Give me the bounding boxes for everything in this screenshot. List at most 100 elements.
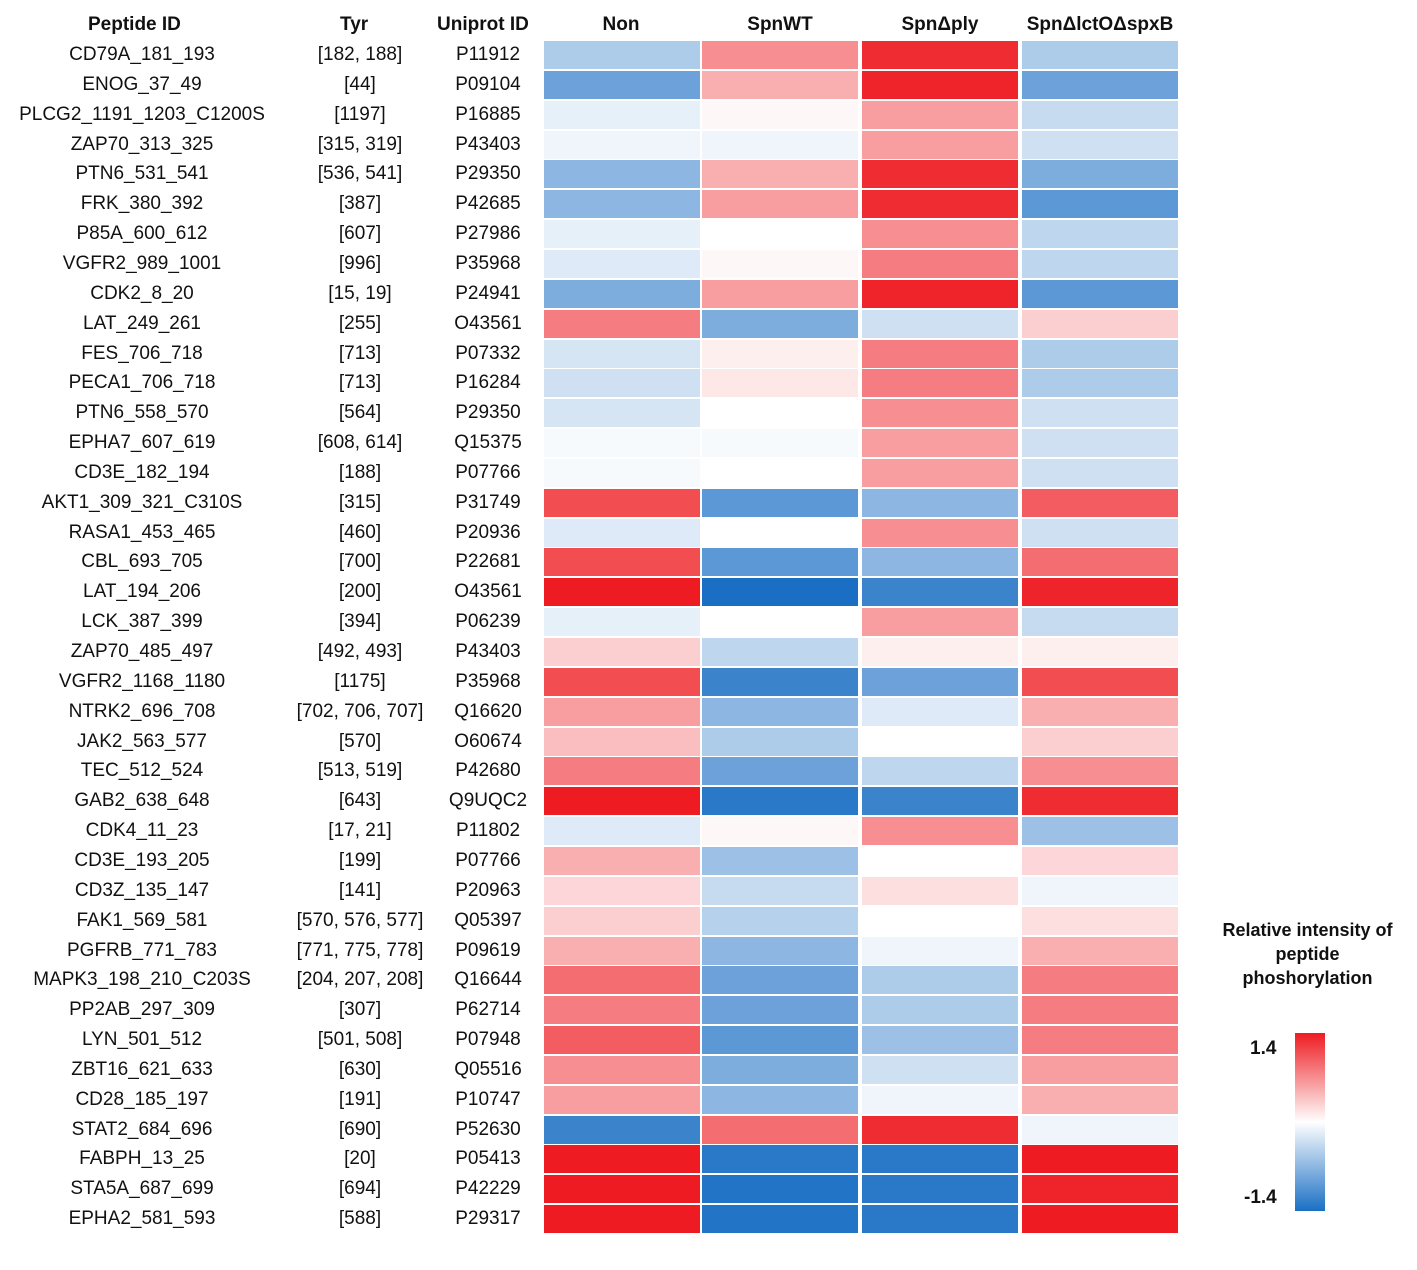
- heatmap-cell: [862, 429, 1018, 458]
- peptide-id: CD79A_181_193: [69, 44, 215, 65]
- tyr-sites: [15, 19]: [328, 282, 392, 304]
- heatmap-cell: [544, 1055, 700, 1084]
- heatmap-cell: [862, 667, 1018, 696]
- peptide-id: FABPH_13_25: [79, 1148, 205, 1170]
- uniprot-id: P07948: [455, 1029, 521, 1051]
- peptide-id: PTN6_531_541: [75, 163, 209, 185]
- uniprot-id: Q9UQC2: [448, 790, 528, 812]
- heatmap-cell: [544, 1115, 700, 1144]
- heatmap-cell: [1022, 488, 1178, 517]
- heatmap-cell: [862, 1145, 1018, 1174]
- uniprot-id: P09104: [455, 73, 521, 95]
- tyr-sites: [996]: [338, 252, 382, 274]
- heatmap-cell: [862, 578, 1018, 607]
- heatmap-cell: [544, 279, 700, 308]
- heatmap-cell: [862, 130, 1018, 159]
- heatmap-cell: [702, 309, 858, 338]
- heatmap-cell: [702, 548, 858, 577]
- heatmap-cell: [544, 41, 700, 69]
- heatmap-cell: [702, 757, 858, 786]
- uniprot-id: P35968: [455, 670, 521, 692]
- legend-title: Relative intensity of peptide phoshoryla…: [1195, 918, 1417, 990]
- heatmap-cell: [702, 1175, 858, 1204]
- uniprot-id: P42680: [455, 760, 521, 782]
- heatmap-cell: [1022, 369, 1178, 398]
- heatmap-cell: [702, 608, 858, 637]
- tyr-header: Tyr: [340, 14, 369, 35]
- heatmap-cell: [862, 548, 1018, 577]
- uniprot-id: P10747: [455, 1088, 521, 1110]
- peptide-id: LAT_249_261: [83, 312, 201, 334]
- tyr-sites: [315, 319]: [317, 133, 403, 155]
- uniprot-id: Q05397: [454, 909, 522, 931]
- legend-max-label: 1.4: [1250, 1038, 1277, 1059]
- heatmap-cell: [544, 160, 700, 189]
- heatmap-cell: [702, 996, 858, 1025]
- peptide-id: LYN_501_512: [81, 1029, 203, 1051]
- tyr-sites: [702, 706, 707]: [296, 700, 424, 722]
- heatmap-cell: [862, 458, 1018, 487]
- heatmap-cell: [1022, 130, 1178, 159]
- peptide-id: EPHA2_581_593: [68, 1208, 216, 1230]
- peptide-id: PP2AB_297_309: [69, 999, 215, 1021]
- tyr-sites: [199]: [338, 849, 382, 871]
- tyr-sites: [191]: [338, 1088, 382, 1110]
- peptide-id: STA5A_687_699: [70, 1178, 214, 1200]
- peptide-id: CD3E_193_205: [74, 849, 210, 871]
- heatmap-cell: [544, 1145, 700, 1174]
- heatmap-cell: [1022, 160, 1178, 189]
- uniprot-id: P29317: [455, 1208, 521, 1230]
- uniprot-id: O43561: [454, 581, 522, 603]
- tyr-sites: [630]: [338, 1058, 382, 1080]
- heatmap-cell: [544, 488, 700, 517]
- heatmap-cell: [1022, 100, 1178, 129]
- tyr-sites: [182, 188]: [317, 44, 403, 65]
- uniprot-id: P07766: [455, 849, 521, 871]
- heatmap-cell: [544, 667, 700, 696]
- heatmap-cell: [544, 996, 700, 1025]
- heatmap-cell: [702, 787, 858, 816]
- legend-title-line: peptide: [1275, 944, 1340, 964]
- peptide-id: PTN6_558_570: [75, 402, 209, 424]
- heatmap-cell: [862, 787, 1018, 816]
- peptide-id: STAT2_684_696: [71, 1118, 213, 1140]
- tyr-sites: [700]: [338, 551, 382, 573]
- heatmap-cell: [544, 697, 700, 726]
- peptide-id: ENOG_37_49: [82, 73, 202, 95]
- heatmap-cell: [862, 1026, 1018, 1055]
- heatmap-cell: [702, 339, 858, 368]
- tyr-sites: [44]: [344, 73, 376, 95]
- heatmap-cell: [544, 429, 700, 458]
- heatmap-cell: [702, 220, 858, 249]
- tyr-sites: [1175]: [334, 670, 386, 692]
- peptide-id: FAK1_569_581: [76, 909, 208, 931]
- uniprot-id: P62714: [455, 999, 521, 1021]
- peptide-id: TEC_512_524: [80, 760, 204, 782]
- legend-title-line: Relative intensity of: [1222, 920, 1393, 940]
- heatmap-cell: [702, 399, 858, 428]
- heatmap-cell: [544, 578, 700, 607]
- heatmap-cell: [544, 548, 700, 577]
- heatmap-cell: [702, 70, 858, 99]
- tyr-sites: [315]: [338, 491, 382, 513]
- heatmap-cell: [702, 667, 858, 696]
- uniprot-id: O43561: [454, 312, 522, 334]
- uniprot-id: P16885: [455, 103, 521, 125]
- peptide-id: CDK4_11_23: [85, 820, 199, 842]
- heatmap-cell: [862, 369, 1018, 398]
- heatmap-cell: [1022, 906, 1178, 935]
- heatmap-cell: [862, 399, 1018, 428]
- heatmap-cell: [1022, 876, 1178, 905]
- heatmap-cell: [544, 1026, 700, 1055]
- heatmap-cell: [702, 1115, 858, 1144]
- heatmap-cell: [1022, 1175, 1178, 1204]
- heatmap-cell: [544, 638, 700, 666]
- heatmap-cell: [1022, 190, 1178, 219]
- heatmap-cell: [544, 249, 700, 278]
- uniprot-id: Q16620: [454, 700, 522, 722]
- heatmap-cell: [1022, 279, 1178, 308]
- column-header: SpnΔply: [901, 14, 979, 35]
- heatmap-cell: [1022, 1115, 1178, 1144]
- tyr-sites: [387]: [338, 193, 382, 215]
- tyr-sites: [1197]: [334, 103, 386, 125]
